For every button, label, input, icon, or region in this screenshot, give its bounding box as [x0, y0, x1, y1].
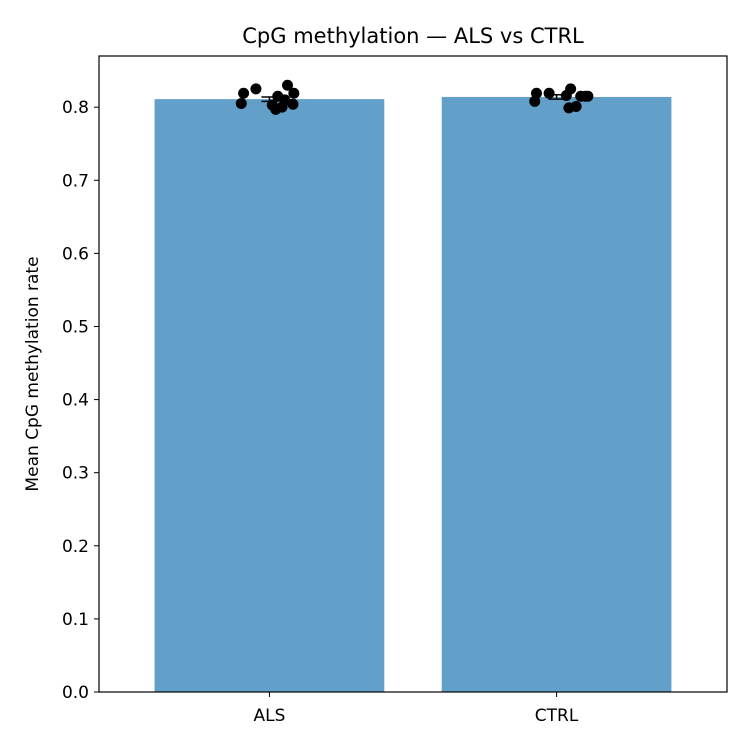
- data-point: [565, 83, 577, 95]
- y-tick-label: 0.0: [62, 683, 89, 703]
- y-tick-label: 0.6: [62, 244, 89, 264]
- y-tick-label: 0.4: [62, 391, 89, 411]
- data-point: [279, 94, 291, 106]
- x-tick-label: CTRL: [535, 706, 579, 726]
- y-tick-label: 0.5: [62, 317, 89, 337]
- data-point: [282, 79, 294, 91]
- data-point: [288, 87, 300, 99]
- y-tick-label: 0.1: [62, 610, 89, 630]
- plot-frame: [98, 55, 728, 693]
- y-tick-label: 0.8: [62, 98, 89, 118]
- data-point: [582, 90, 594, 102]
- data-point: [250, 83, 262, 95]
- y-tick-label: 0.2: [62, 537, 89, 557]
- data-point: [543, 87, 555, 99]
- data-point: [235, 98, 247, 110]
- x-tick-label: ALS: [253, 706, 285, 726]
- chart-title: CpG methylation — ALS vs CTRL: [242, 24, 584, 48]
- data-point: [570, 100, 582, 112]
- data-point: [287, 98, 299, 110]
- bar-ctrl: [441, 96, 672, 692]
- data-point: [238, 87, 250, 99]
- data-point: [530, 87, 542, 99]
- y-tick-label: 0.3: [62, 464, 89, 484]
- bar-als: [154, 99, 385, 692]
- y-axis-label: Mean CpG methylation rate: [23, 256, 43, 491]
- y-tick-label: 0.7: [62, 171, 89, 191]
